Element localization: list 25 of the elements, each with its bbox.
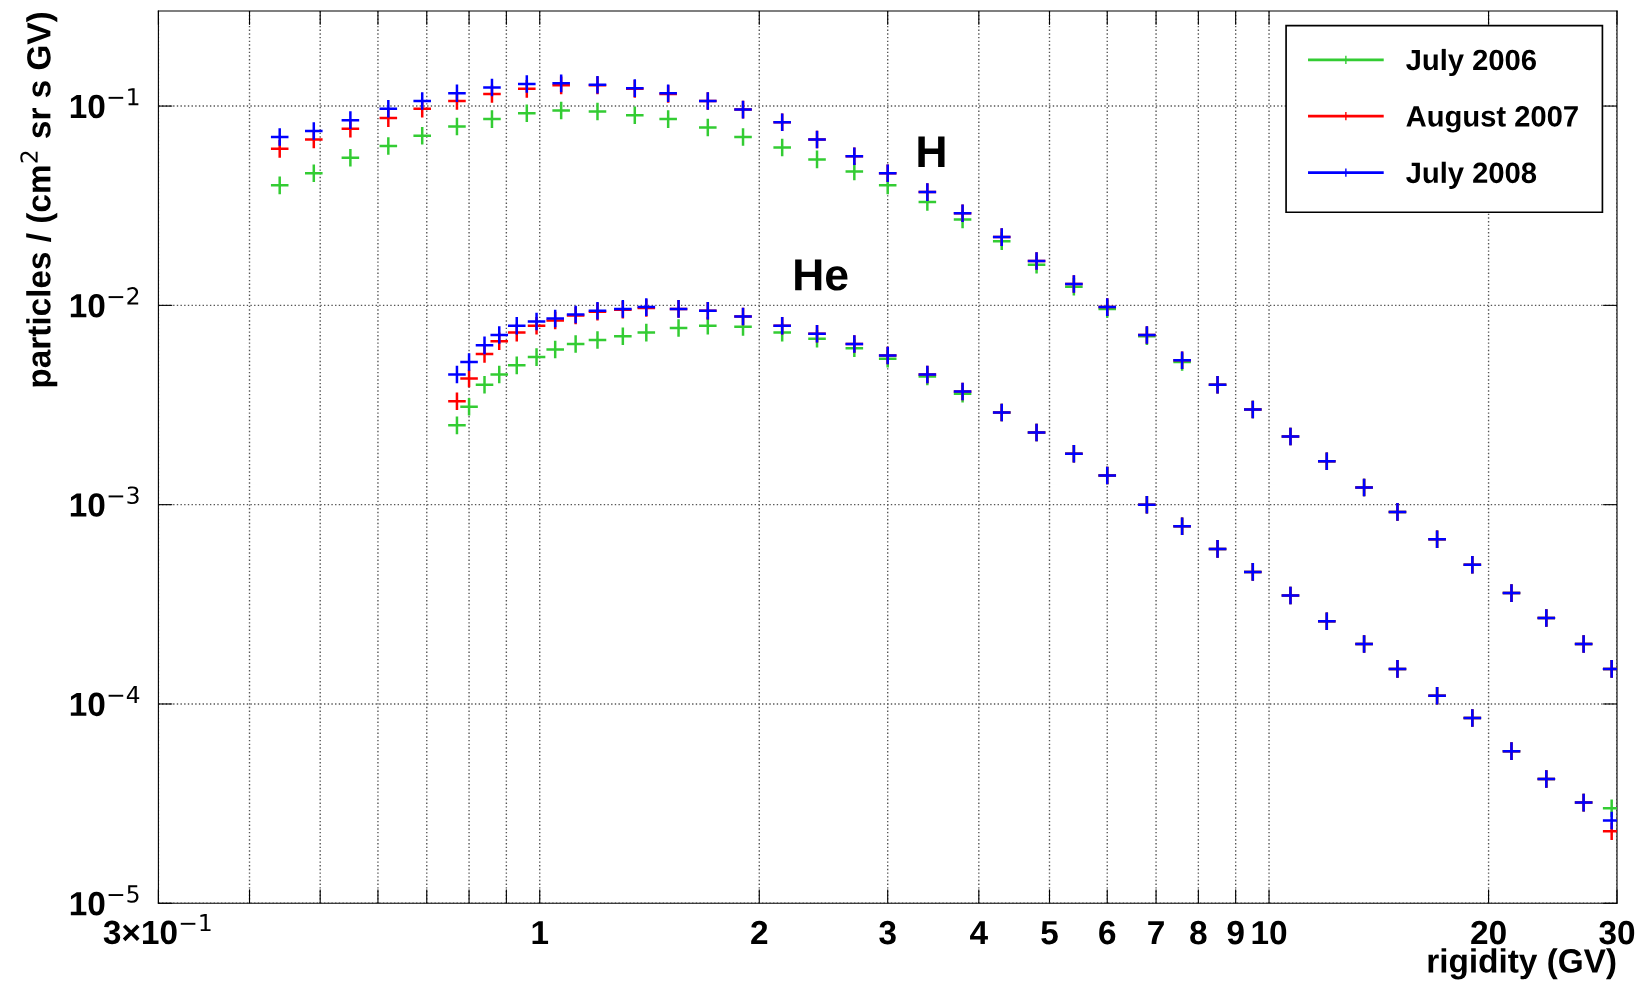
- y-tick-label: 10$^{−3}$: [70, 486, 139, 517]
- annotation: H: [918, 136, 945, 168]
- x-tick-label: 4: [970, 921, 988, 945]
- x-tick-label: 10: [1252, 920, 1287, 945]
- x-tick-label: 2: [751, 920, 768, 945]
- legend-label: July 2006: [1406, 48, 1536, 77]
- x-tick-label: 9: [1227, 920, 1244, 945]
- y-axis-title: particles / (cm$^{2}$ sr s GV): [20, 12, 58, 387]
- y-tick-label: 10$^{−1}$: [70, 88, 139, 119]
- x-tick-label: 5: [1041, 921, 1058, 945]
- legend-label: July 2008: [1406, 161, 1537, 189]
- y-tick-label: 10$^{−4}$: [70, 686, 140, 717]
- x-tick-label: 30: [1599, 920, 1635, 945]
- x-tick-label: 6: [1099, 920, 1116, 945]
- legend-label: August 2007: [1406, 106, 1578, 133]
- x-tick-label: 20: [1471, 920, 1506, 945]
- y-tick-label: 10$^{−5}$: [70, 885, 139, 916]
- x-tick-label: 3×10$^{−1}$: [103, 914, 211, 945]
- annotation: He: [795, 259, 848, 291]
- x-tick-label: 1: [532, 921, 549, 945]
- x-axis-title: rigidity (GV): [1428, 948, 1616, 980]
- x-tick-label: 7: [1148, 921, 1164, 945]
- x-tick-label: 3: [879, 920, 896, 945]
- x-tick-label: 8: [1190, 920, 1207, 945]
- y-tick-label: 10$^{−2}$: [70, 287, 139, 318]
